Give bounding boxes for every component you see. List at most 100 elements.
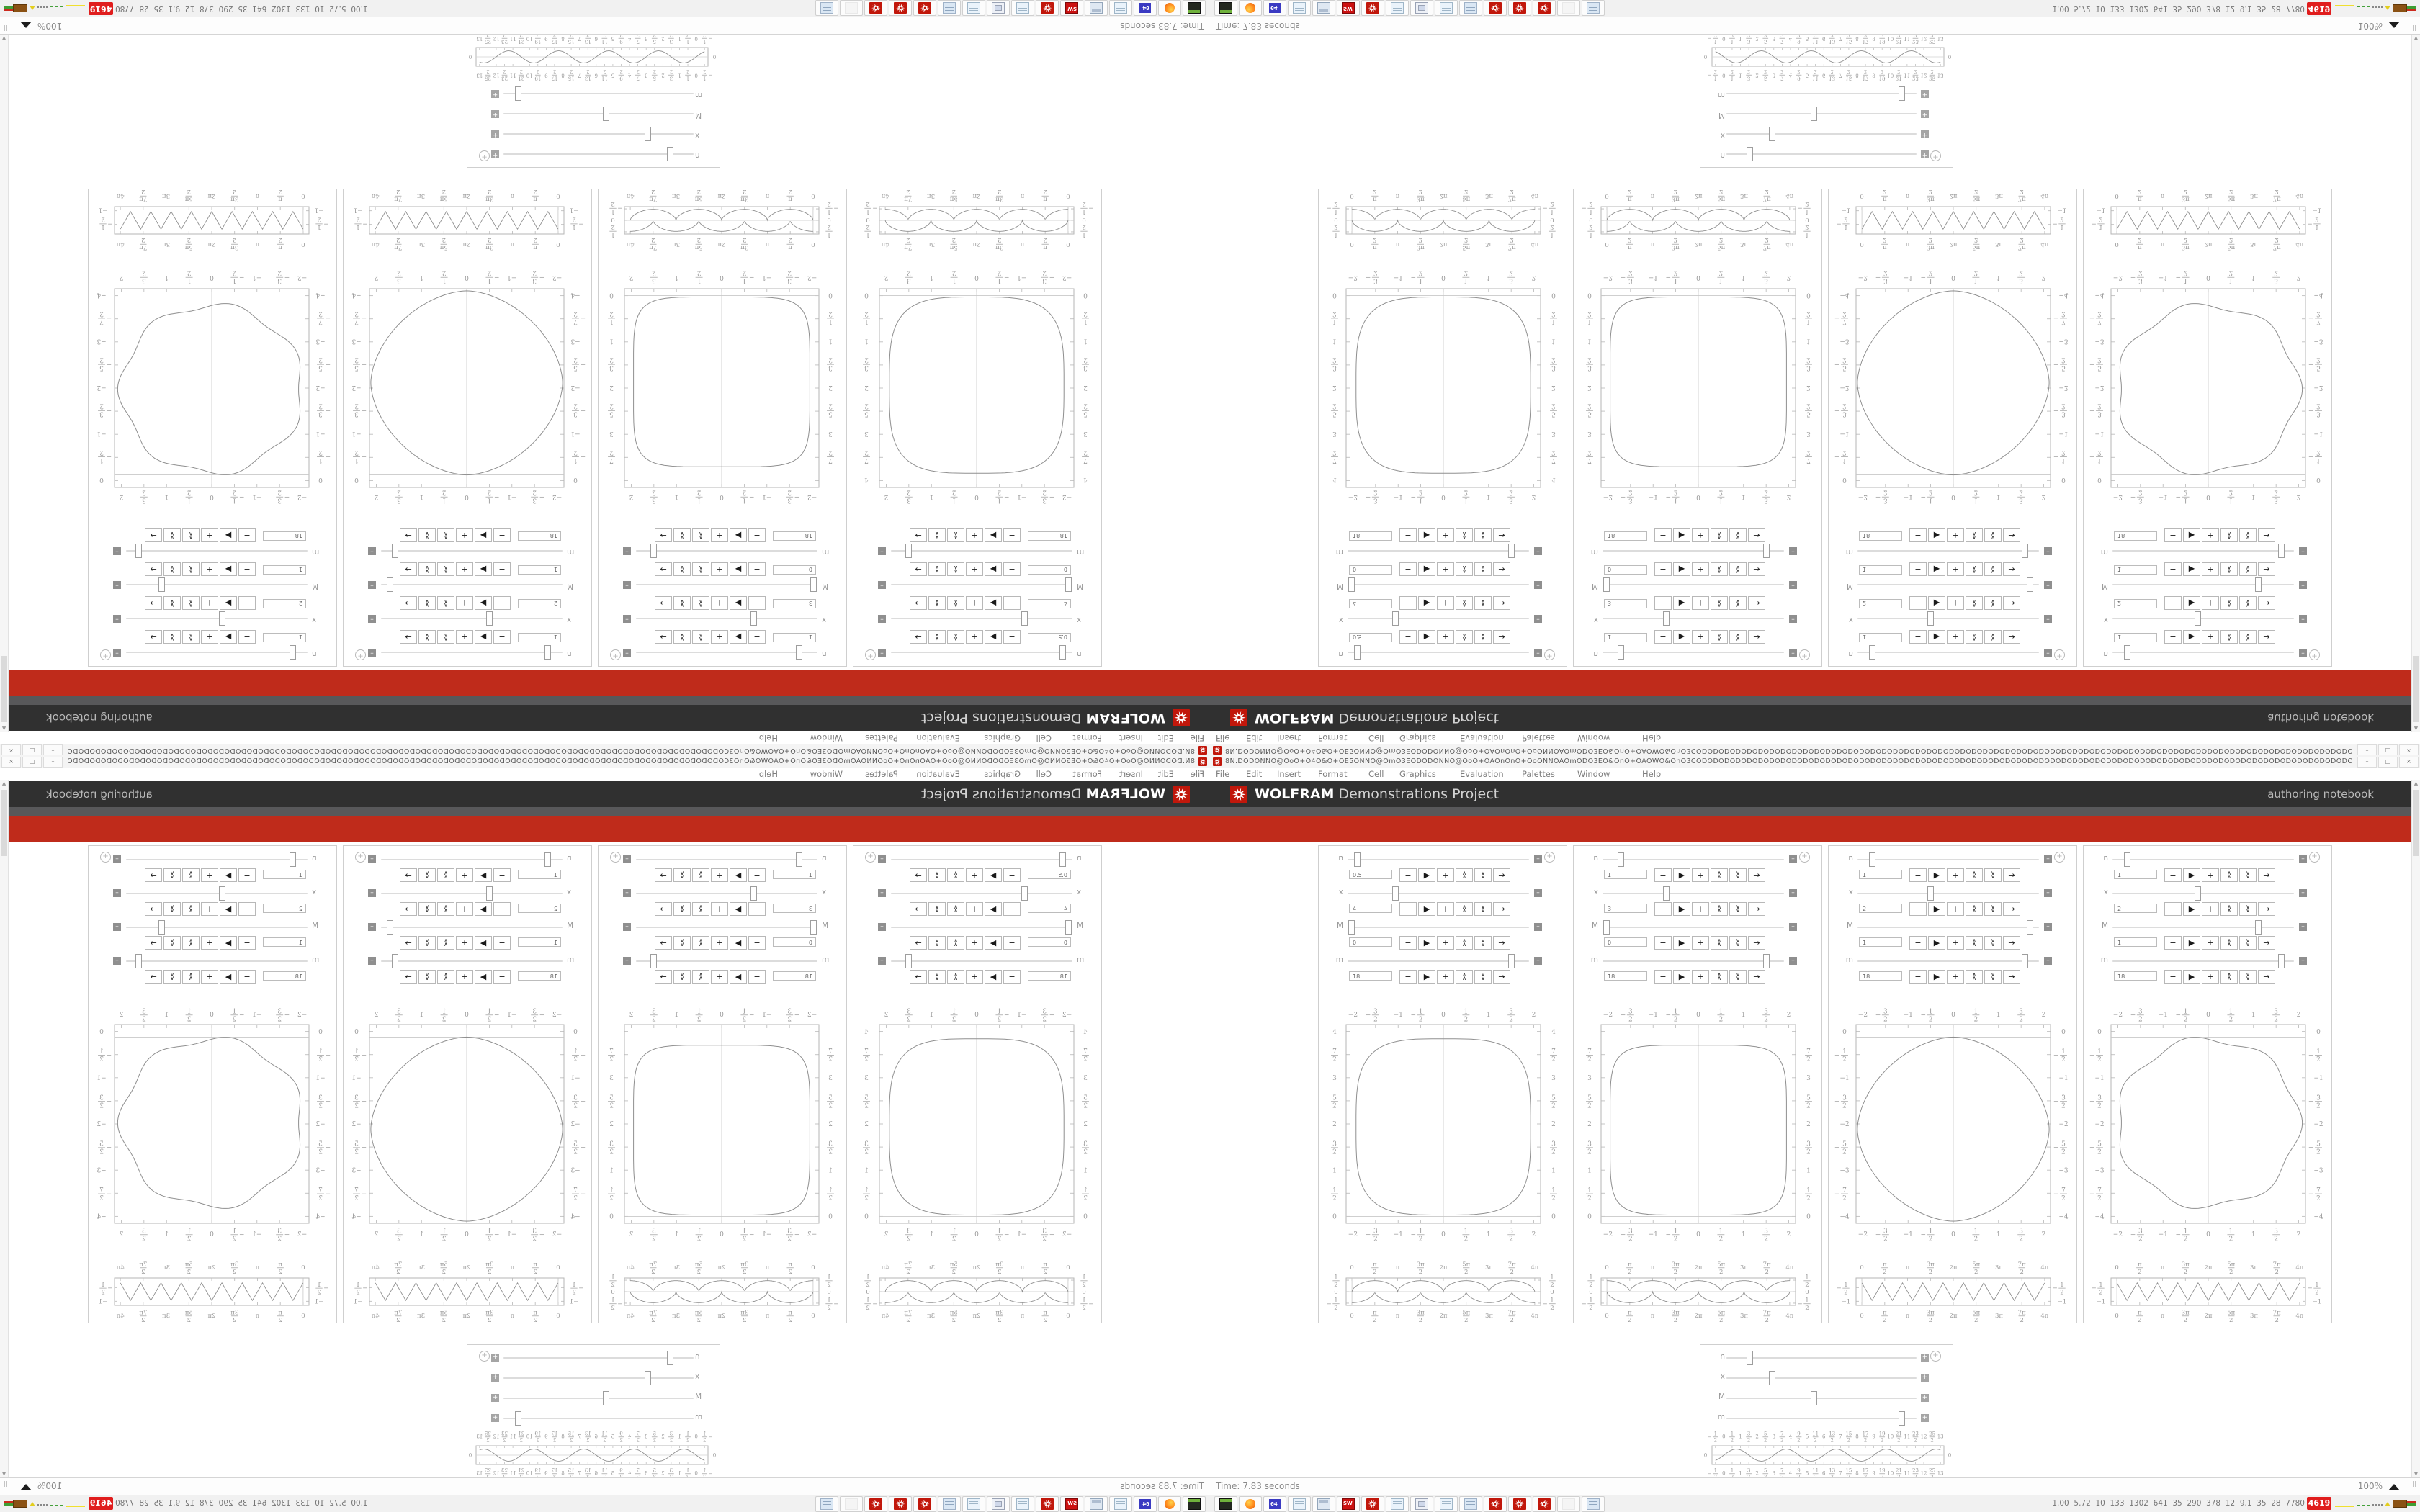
collapse-controls-button[interactable]: – <box>2299 923 2307 931</box>
increment-button[interactable]: + <box>966 936 983 950</box>
manipulate-options-icon[interactable]: + <box>1930 1351 1941 1362</box>
taskbar-button-firefox[interactable] <box>1239 1496 1262 1512</box>
slower-icon-button[interactable]: ∨ ∨ <box>163 528 181 542</box>
direction-button[interactable]: → <box>400 528 417 542</box>
decrement-button[interactable]: − <box>1399 562 1417 576</box>
slider-thumb-x[interactable] <box>1769 127 1776 141</box>
collapse-controls-button[interactable]: – <box>368 547 376 555</box>
slider-thumb-M[interactable] <box>1811 107 1818 121</box>
slider-track-x[interactable] <box>636 611 817 626</box>
play-button[interactable]: ▶ <box>1928 562 1945 576</box>
play-button[interactable]: ▶ <box>475 868 492 882</box>
direction-button[interactable]: → <box>2003 970 2020 984</box>
slider-track-M[interactable] <box>891 577 1072 592</box>
play-button[interactable]: ▶ <box>1673 596 1690 610</box>
slider-value-field-n[interactable]: 1 <box>518 633 561 642</box>
decrement-button[interactable]: − <box>2164 596 2182 610</box>
slider-track-M[interactable] <box>381 577 563 592</box>
decrement-button[interactable]: − <box>1654 970 1672 984</box>
slider-thumb-m[interactable] <box>650 544 658 558</box>
collapse-controls-button[interactable]: – <box>1789 923 1797 931</box>
menu-item-evaluation[interactable]: Evaluation <box>1460 733 1504 743</box>
play-button[interactable]: ▶ <box>1928 596 1945 610</box>
increment-button[interactable]: + <box>456 528 473 542</box>
collapse-controls-button[interactable]: – <box>878 923 886 931</box>
decrement-button[interactable]: − <box>1909 936 1927 950</box>
slider-track-x[interactable] <box>381 611 563 626</box>
direction-button[interactable]: → <box>400 936 417 950</box>
slider-track-m[interactable] <box>891 544 1072 558</box>
slider-thumb-n[interactable] <box>544 645 551 660</box>
play-button[interactable]: ▶ <box>1673 902 1690 916</box>
direction-button[interactable]: → <box>145 596 162 610</box>
slider-track-M[interactable] <box>2112 920 2294 935</box>
collapse-controls-button[interactable]: – <box>878 957 886 965</box>
menu-item-format[interactable]: Format <box>1318 733 1348 743</box>
slider-value-field-M[interactable]: 0 <box>1028 565 1071 575</box>
slider-value-field-M[interactable]: 1 <box>263 937 306 947</box>
decrement-button[interactable]: − <box>748 902 766 916</box>
increment-button[interactable]: + <box>201 562 218 576</box>
slower-icon-button[interactable]: ∨ ∨ <box>163 630 181 644</box>
play-button[interactable]: ▶ <box>1418 902 1435 916</box>
expand-controls-button[interactable]: + <box>491 150 499 158</box>
slider-thumb-x[interactable] <box>1769 1371 1776 1385</box>
slider-thumb-m[interactable] <box>515 1411 522 1426</box>
play-button[interactable]: ▶ <box>730 936 747 950</box>
slider-thumb-n[interactable] <box>1746 147 1753 161</box>
slower-icon-button[interactable]: ∨ ∨ <box>418 970 436 984</box>
play-button[interactable]: ▶ <box>985 562 1002 576</box>
collapse-controls-button[interactable]: – <box>368 615 376 623</box>
slider-value-field-n[interactable]: 1 <box>1859 870 1902 879</box>
restore-button[interactable]: □ <box>2378 757 2398 768</box>
slider-track-x[interactable] <box>503 1371 694 1385</box>
expand-controls-button[interactable]: + <box>1921 110 1929 118</box>
collapse-controls-button[interactable]: – <box>623 889 631 897</box>
play-button[interactable]: ▶ <box>475 936 492 950</box>
faster-icon-button[interactable]: ∧ ∧ <box>692 936 709 950</box>
slider-track-m[interactable] <box>636 954 817 968</box>
decrement-button[interactable]: − <box>2164 868 2182 882</box>
slider-thumb-n[interactable] <box>289 852 296 867</box>
direction-button[interactable]: → <box>1748 562 1765 576</box>
direction-button[interactable]: → <box>145 528 162 542</box>
slider-track-m[interactable] <box>1603 954 1784 968</box>
collapse-controls-button[interactable]: – <box>623 615 631 623</box>
faster-icon-button[interactable]: ∧ ∧ <box>692 596 709 610</box>
increment-button[interactable]: + <box>2202 596 2219 610</box>
increment-button[interactable]: + <box>966 902 983 916</box>
taskbar-button-notepad[interactable] <box>1109 1496 1132 1512</box>
decrement-button[interactable]: − <box>1003 630 1021 644</box>
menu-item-palettes[interactable]: Palettes <box>1522 769 1555 779</box>
slider-track-m[interactable] <box>503 1411 694 1426</box>
slider-track-m[interactable] <box>1857 544 2039 558</box>
slider-thumb-m[interactable] <box>1898 86 1905 101</box>
slider-track-M[interactable] <box>1857 920 2039 935</box>
slower-icon-button[interactable]: ∨ ∨ <box>2239 868 2257 882</box>
slider-track-x[interactable] <box>636 886 817 901</box>
restore-button[interactable]: □ <box>2378 744 2398 755</box>
slider-value-field-n[interactable]: 1 <box>518 870 561 879</box>
decrement-button[interactable]: − <box>1909 970 1927 984</box>
collapse-controls-button[interactable]: – <box>1534 581 1542 589</box>
taskbar-button-calc[interactable] <box>1312 1496 1335 1512</box>
collapse-controls-button[interactable]: – <box>2299 615 2307 623</box>
decrement-button[interactable]: − <box>1654 630 1672 644</box>
taskbar-button-ghost[interactable] <box>1557 1496 1580 1512</box>
slider-value-field-M[interactable]: 0 <box>773 937 816 947</box>
increment-button[interactable]: + <box>201 868 218 882</box>
slower-icon-button[interactable]: ∨ ∨ <box>1984 902 2002 916</box>
menu-item-file[interactable]: File <box>1190 733 1204 743</box>
direction-button[interactable]: → <box>910 936 927 950</box>
faster-icon-button[interactable]: ∧ ∧ <box>692 902 709 916</box>
faster-icon-button[interactable]: ∧ ∧ <box>1456 936 1473 950</box>
scroll-down-icon[interactable]: ▼ <box>2414 35 2419 41</box>
slider-track-M[interactable] <box>891 920 1072 935</box>
taskbar-button-spikey[interactable] <box>1508 0 1531 16</box>
slower-icon-button[interactable]: ∨ ∨ <box>1729 562 1747 576</box>
slider-thumb-m[interactable] <box>905 954 913 968</box>
faster-icon-button[interactable]: ∧ ∧ <box>2220 902 2238 916</box>
decrement-button[interactable]: − <box>238 902 256 916</box>
collapse-controls-button[interactable]: – <box>2044 923 2052 931</box>
menu-item-evaluation[interactable]: Evaluation <box>1460 769 1504 779</box>
